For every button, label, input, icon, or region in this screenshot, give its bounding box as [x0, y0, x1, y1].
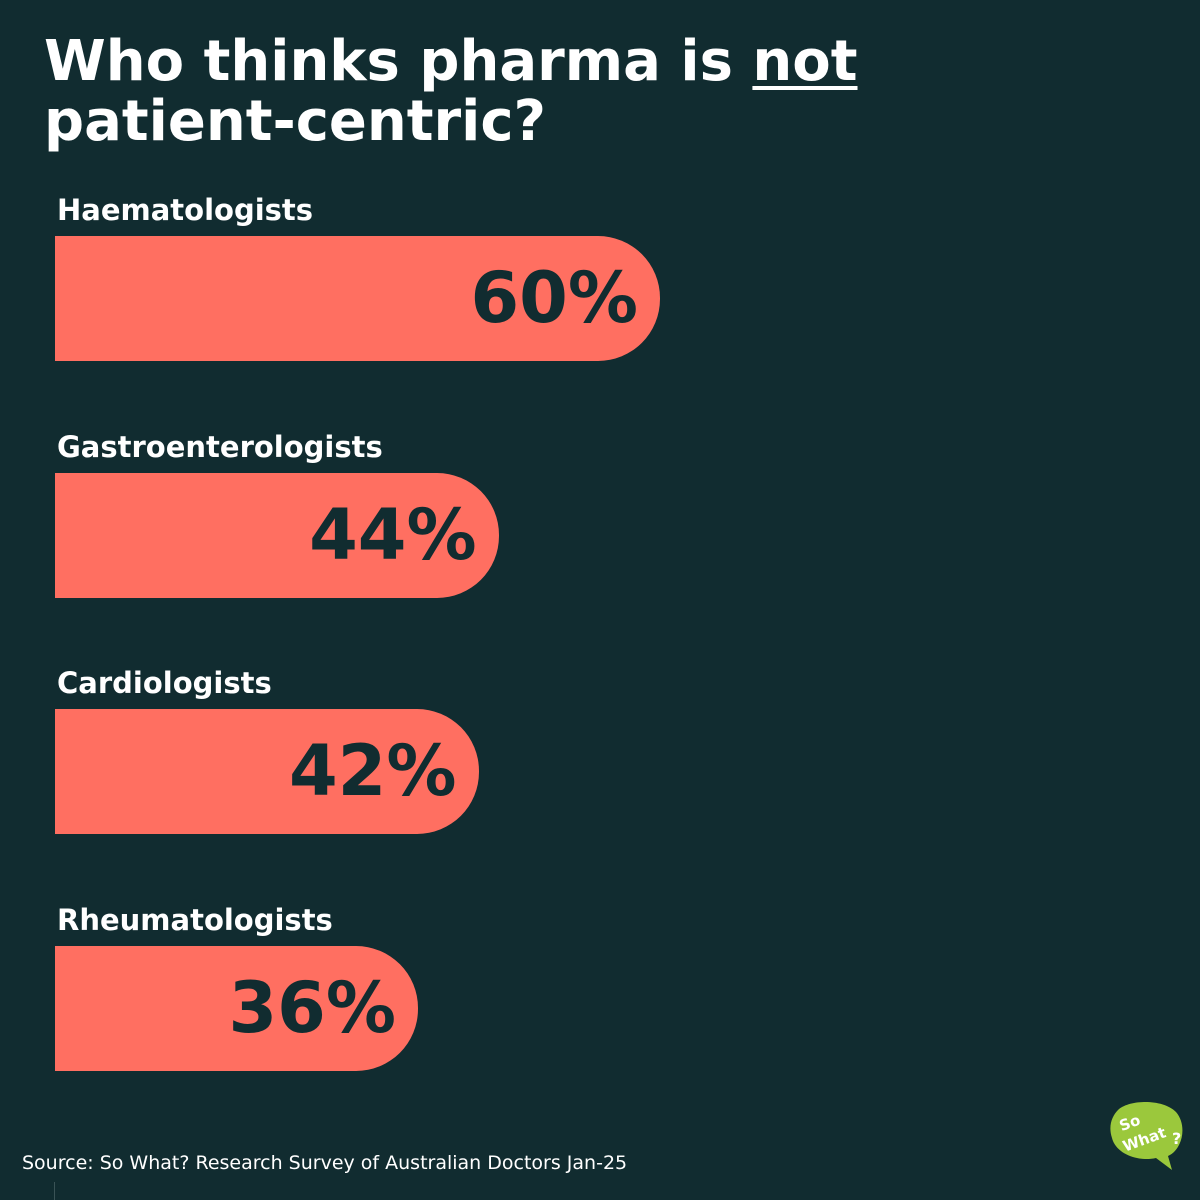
- bar-value-label: 36%: [228, 966, 396, 1049]
- title-emphasis: not: [752, 29, 858, 94]
- bar: [55, 236, 660, 361]
- bar: [55, 709, 479, 834]
- title-prefix: Who thinks pharma is: [44, 29, 753, 94]
- title-suffix: patient-centric?: [44, 89, 547, 154]
- bar: [55, 472, 499, 598]
- so-what-logo: So What ?: [1110, 1102, 1183, 1170]
- chart-title: Who thinks pharma is not patient-centric…: [44, 32, 1144, 152]
- corner-tick: [54, 1182, 55, 1200]
- logo-question-mark: ?: [1172, 1129, 1181, 1148]
- category-label: Gastroenterologists: [57, 429, 383, 464]
- category-label: Haematologists: [57, 193, 314, 227]
- bar-value-label: 44%: [309, 493, 477, 576]
- source-note: Source: So What? Research Survey of Aust…: [22, 1152, 628, 1174]
- bar-value-label: 42%: [288, 730, 457, 812]
- bar-value-label: 60%: [470, 257, 638, 339]
- category-label: Cardiologists: [57, 666, 272, 700]
- category-label: Rheumatologists: [57, 902, 333, 937]
- logo-speech-bubble: [1110, 1102, 1183, 1170]
- bar: [55, 945, 418, 1071]
